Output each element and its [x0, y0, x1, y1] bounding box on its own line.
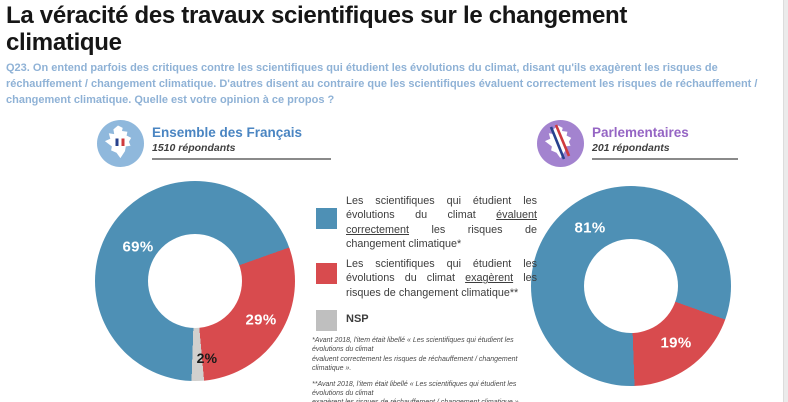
donut-chart-ensemble-des-francais: 69% 29% 2% — [95, 181, 295, 381]
france-map-cocarde-icon — [97, 120, 144, 167]
legend-text-post: les risques de changement climatique* — [346, 223, 537, 250]
group-name: Ensemble des Français — [152, 125, 303, 140]
donut-chart-parlementaires: 81% 19% — [531, 186, 731, 386]
slice-label-exagerent: 19% — [660, 334, 692, 352]
footnotes: *Avant 2018, l'item était libellé « Les … — [312, 336, 574, 402]
legend-swatch-evaluent — [316, 208, 337, 229]
window-edge-divider — [783, 0, 788, 402]
survey-question: Q23. On entend parfois des critiques con… — [6, 62, 758, 106]
legend-text-pre: Les scientifiques qui étudient les évolu… — [346, 195, 537, 222]
group-name: Parlementaires — [592, 125, 689, 140]
legend-swatch-exagerent — [316, 263, 337, 284]
legend-text-underlined: évaluent correctement — [346, 209, 537, 236]
legend-text-pre: Les scientifiques qui étudient les évolu… — [346, 258, 537, 285]
group-respondents: 201 répondants — [592, 142, 670, 154]
header-underline — [152, 158, 331, 160]
legend-text-underlined: exagèrent — [465, 272, 514, 285]
slice-label-evaluent: 81% — [574, 219, 606, 237]
legend-label-nsp: NSP — [346, 313, 369, 325]
page-title: La véracité des travaux scientifiques su… — [6, 2, 628, 57]
legend-label-evaluent: Les scientifiques qui étudient les évolu… — [346, 194, 537, 251]
legend-text-post: les risques de changement climatique** — [346, 272, 537, 299]
slice-label-exagerent: 29% — [245, 311, 277, 329]
donut-hole — [148, 234, 242, 328]
header-underline — [592, 158, 738, 160]
donut-hole — [584, 239, 678, 333]
group-respondents: 1510 répondants — [152, 142, 236, 154]
france-map-sash-icon — [537, 120, 584, 167]
legend-label-exagerent: Les scientifiques qui étudient les évolu… — [346, 257, 537, 300]
legend-swatch-nsp — [316, 310, 337, 331]
slice-label-evaluent: 69% — [122, 238, 154, 256]
footnote-2: **Avant 2018, l'item était libellé « Les… — [312, 380, 521, 402]
footnote-1: *Avant 2018, l'item était libellé « Les … — [312, 337, 518, 373]
slice-label-nsp: 2% — [196, 350, 218, 366]
